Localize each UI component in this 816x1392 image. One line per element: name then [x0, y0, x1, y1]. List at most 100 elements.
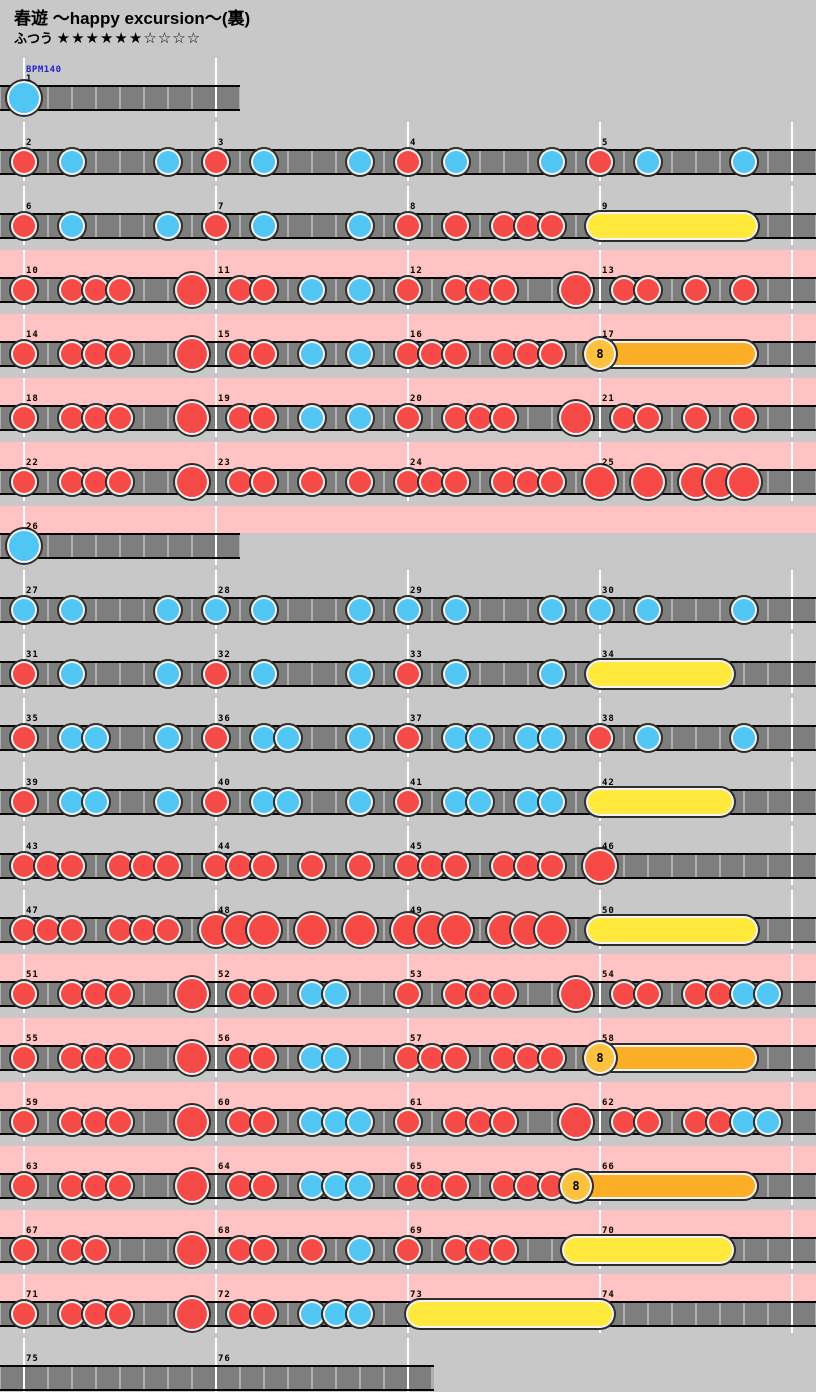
ka-note [301, 279, 323, 301]
don-note [397, 1111, 419, 1133]
chart-row: 1 BPM140 [0, 58, 816, 117]
don-note [13, 663, 35, 685]
note-track [0, 533, 240, 559]
chart-row: 18 19 20 21 [0, 378, 816, 437]
ka-note [325, 983, 347, 1005]
don-note [469, 407, 491, 429]
measure-barline [215, 378, 217, 437]
don-note [397, 983, 419, 1005]
measure-barline [215, 954, 217, 1013]
note-track [0, 1365, 434, 1391]
ka-note [253, 151, 275, 173]
don-note [205, 215, 227, 237]
measure-barline [407, 1274, 409, 1333]
don-note [13, 855, 35, 877]
measure-barline [791, 314, 793, 373]
don-note [61, 471, 83, 493]
don-note [349, 471, 371, 493]
chart-row: 6 7 8 9 [0, 186, 816, 245]
measure-barline [215, 1146, 217, 1205]
don-note [349, 855, 371, 877]
measure-number: 7 [218, 202, 225, 212]
measure-barline [599, 1082, 601, 1141]
measure-number: 51 [26, 970, 39, 980]
measure-barline [791, 634, 793, 693]
don-note [133, 919, 155, 941]
don-note [109, 983, 131, 1005]
don-note [469, 1111, 491, 1133]
ka-note [157, 599, 179, 621]
measure-number: 55 [26, 1034, 39, 1044]
measure-number: 17 [602, 330, 615, 340]
ka-note [637, 599, 659, 621]
balloon-note-head: 8 [562, 1172, 590, 1200]
ka-note [13, 599, 35, 621]
chart-row: 47 48 49 50 [0, 890, 816, 949]
chart-row: 63 64 65 66 8 [0, 1146, 816, 1205]
measure-barline [791, 1082, 793, 1141]
measure-barline [215, 1082, 217, 1141]
chart-row: 39 40 41 42 [0, 762, 816, 821]
don-note [133, 855, 155, 877]
measure-number: 67 [26, 1226, 39, 1236]
measure-number: 15 [218, 330, 231, 340]
big-don-note [177, 1299, 207, 1329]
ka-note [589, 599, 611, 621]
big-don-note [561, 979, 591, 1009]
don-note [517, 1175, 539, 1197]
don-note [733, 279, 755, 301]
difficulty-label: ふつう [14, 31, 54, 46]
don-note [301, 471, 323, 493]
measure-barline [791, 1210, 793, 1269]
measure-number: 47 [26, 906, 39, 916]
don-note [445, 279, 467, 301]
don-note [229, 1239, 251, 1261]
measure-number: 16 [410, 330, 423, 340]
measure-number: 62 [602, 1098, 615, 1108]
don-note [541, 855, 563, 877]
ka-note [445, 727, 467, 749]
ka-note [517, 727, 539, 749]
ka-note [349, 1239, 371, 1261]
don-note [517, 471, 539, 493]
don-note [493, 1239, 515, 1261]
don-note [13, 215, 35, 237]
don-note [637, 407, 659, 429]
don-note [61, 1239, 83, 1261]
measure-number: 76 [218, 1354, 231, 1364]
measure-number: 28 [218, 586, 231, 596]
don-note [253, 279, 275, 301]
big-don-note [297, 915, 327, 945]
don-note [613, 1111, 635, 1133]
big-don-note [537, 915, 567, 945]
don-note [445, 407, 467, 429]
balloon-note-tail [600, 1047, 755, 1069]
measure-barline [791, 442, 793, 501]
measure-number: 6 [26, 202, 33, 212]
don-note [517, 855, 539, 877]
don-note [85, 407, 107, 429]
don-note [109, 1047, 131, 1069]
don-note [229, 1111, 251, 1133]
ka-note [541, 663, 563, 685]
chart-row: 67 68 69 70 [0, 1210, 816, 1269]
don-note [541, 471, 563, 493]
big-don-note [585, 851, 615, 881]
ka-note [61, 599, 83, 621]
measure-number: 11 [218, 266, 231, 276]
big-don-note [177, 1171, 207, 1201]
don-note [397, 151, 419, 173]
ka-note [157, 151, 179, 173]
don-note [301, 855, 323, 877]
ka-note [733, 1111, 755, 1133]
measure-number: 69 [410, 1226, 423, 1236]
page-title: 春遊 ～happy excursion～(裏) [14, 9, 251, 28]
ka-note [61, 791, 83, 813]
ka-note [733, 599, 755, 621]
drumroll-note [588, 662, 732, 686]
don-note [229, 279, 251, 301]
measure-number: 13 [602, 266, 615, 276]
ka-note [541, 151, 563, 173]
chart-row: 71 72 73 74 [0, 1274, 816, 1333]
don-note [397, 343, 419, 365]
